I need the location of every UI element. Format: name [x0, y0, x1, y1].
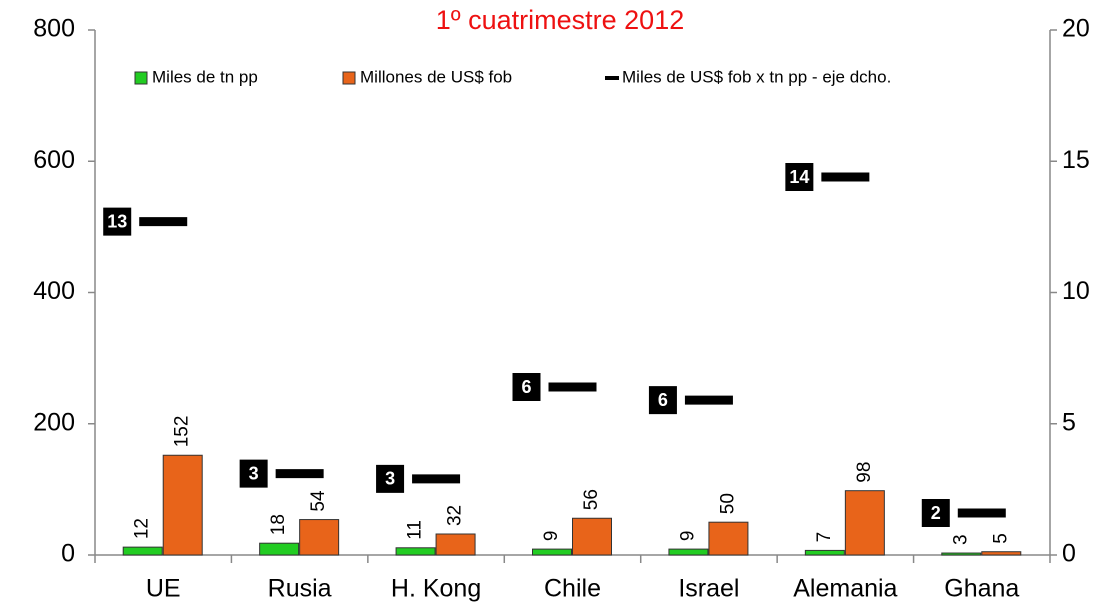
bar — [804, 549, 845, 556]
bar — [259, 542, 300, 556]
bar — [844, 490, 885, 556]
bar — [122, 546, 163, 556]
data-label-box — [921, 499, 950, 527]
data-label: 32 — [445, 505, 466, 526]
line-marker — [821, 172, 870, 182]
y-tick-label: 800 — [33, 15, 75, 43]
data-label: 12 — [132, 518, 153, 539]
data-label: 6 — [521, 377, 531, 397]
legend-swatch — [605, 76, 619, 80]
x-tick-label: Rusia — [268, 575, 332, 603]
y-tick-label: 400 — [33, 277, 75, 305]
x-tick-label: Chile — [544, 575, 601, 603]
data-label: 54 — [308, 490, 329, 512]
data-label: 7 — [814, 532, 835, 543]
data-label: 9 — [677, 531, 698, 542]
y2-tick-label: 15 — [1062, 146, 1090, 174]
data-label: 18 — [268, 514, 289, 535]
x-tick-label: Alemania — [793, 575, 897, 603]
x-tick-label: Israel — [678, 575, 739, 603]
bar — [708, 521, 749, 556]
data-label: 3 — [950, 534, 971, 545]
bar — [395, 547, 436, 556]
bar — [941, 552, 982, 556]
y2-tick-label: 10 — [1062, 277, 1090, 305]
y-tick-label: 200 — [33, 408, 75, 436]
data-label: 3 — [385, 469, 395, 489]
data-label: 6 — [658, 390, 668, 410]
data-label: 2 — [931, 503, 941, 523]
data-label-box — [376, 464, 405, 493]
data-label: 9 — [541, 531, 562, 542]
y-tick-label: 600 — [33, 146, 75, 174]
data-label-box — [103, 207, 132, 236]
data-label: 14 — [789, 167, 809, 187]
line-marker — [139, 217, 188, 227]
line-marker — [548, 382, 597, 392]
legend-label: Miles de US$ fob x tn pp - eje dcho. — [622, 67, 891, 86]
legend-swatch — [342, 71, 356, 85]
x-tick-label: Ghana — [944, 575, 1019, 603]
bar — [532, 548, 572, 556]
line-marker — [957, 508, 1006, 518]
bar — [981, 551, 1022, 556]
data-label-box — [512, 373, 541, 401]
data-label: 98 — [854, 462, 875, 483]
line-marker — [684, 395, 733, 405]
y-tick-label: 0 — [61, 540, 75, 568]
data-label-box — [785, 163, 814, 191]
y2-tick-label: 5 — [1062, 408, 1076, 436]
data-label-box — [239, 459, 268, 488]
data-label: 11 — [405, 520, 426, 540]
legend-label: Miles de tn pp — [152, 67, 258, 86]
data-label: 5 — [990, 533, 1011, 544]
bar — [572, 517, 612, 556]
x-tick-label: UE — [146, 575, 181, 603]
bar — [162, 454, 203, 556]
data-label: 3 — [249, 463, 259, 483]
data-label: 152 — [172, 416, 193, 448]
data-label: 50 — [717, 493, 738, 514]
y2-tick-label: 20 — [1062, 15, 1090, 43]
line-marker — [412, 474, 461, 484]
data-label: 56 — [581, 489, 602, 510]
data-label-box — [648, 386, 677, 415]
bar — [299, 519, 340, 556]
bar — [435, 533, 476, 556]
legend-label: Millones de US$ fob — [360, 67, 512, 86]
bar — [668, 548, 709, 556]
legend-swatch — [134, 71, 148, 85]
chart-title: 1º cuatrimestre 2012 — [436, 5, 684, 35]
data-label: 13 — [107, 211, 127, 231]
y2-tick-label: 0 — [1062, 540, 1076, 568]
x-tick-label: H. Kong — [391, 575, 481, 603]
line-marker — [275, 469, 324, 479]
